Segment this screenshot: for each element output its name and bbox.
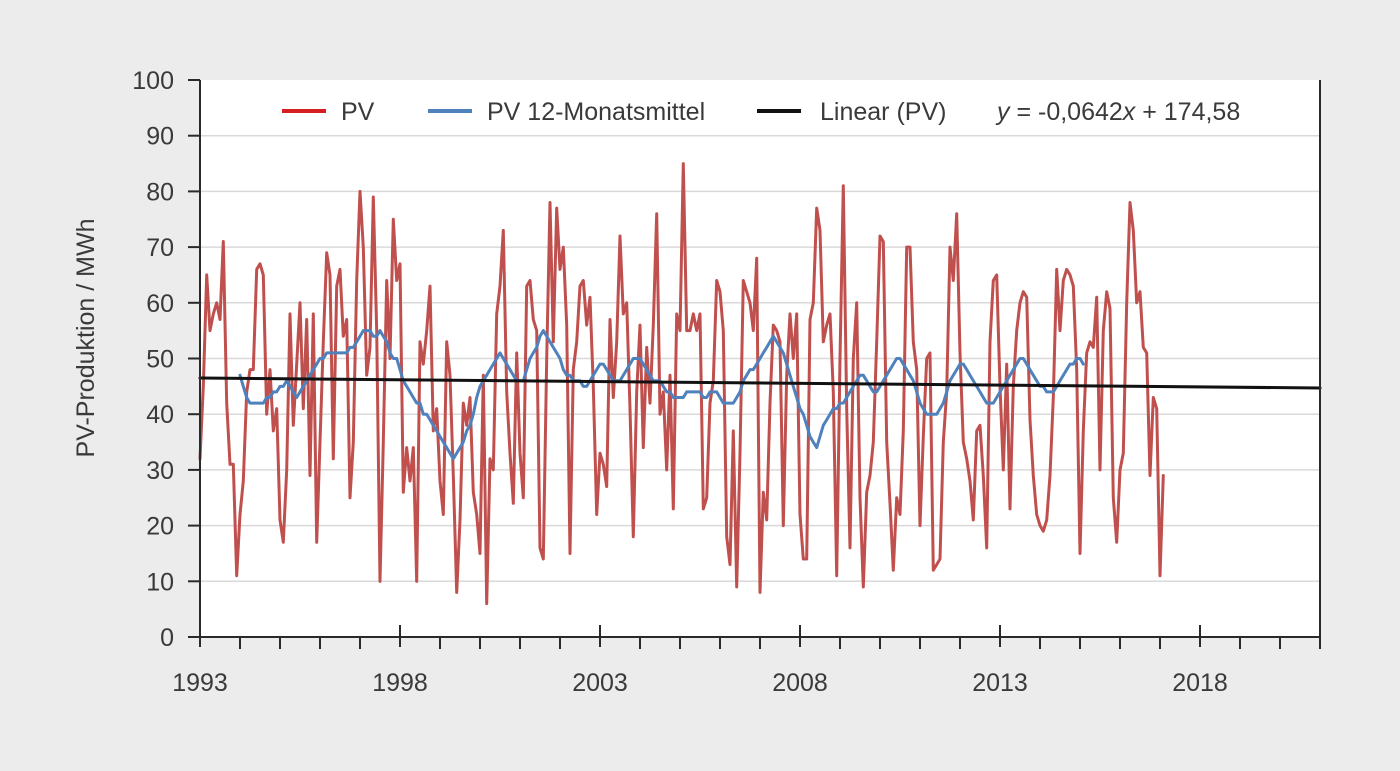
x-tick-label-1998: 1998 [372, 669, 428, 697]
y-tick-label-30: 30 [146, 457, 174, 485]
legend: PV PV 12-Monatsmittel Linear (PV) y = -0… [282, 98, 1240, 126]
x-axis-tick-labels: 1993 1998 2003 2008 2013 2018 [172, 669, 1228, 697]
linear-trend-line [198, 376, 1322, 390]
legend-label-avg: PV 12-Monatsmittel [487, 98, 705, 126]
trend-equation-y: y [995, 98, 1011, 126]
x-tick-label-2018: 2018 [1172, 669, 1228, 697]
y-tick-label-20: 20 [146, 513, 174, 541]
y-tick-label-10: 10 [146, 568, 174, 596]
y-tick-label-70: 70 [146, 234, 174, 262]
y-tick-label-100: 100 [132, 67, 174, 95]
series-linear-trend [198, 376, 1322, 390]
y-axis-tick-labels: 0 10 20 30 40 50 60 70 80 90 100 [132, 67, 174, 652]
trend-equation-intercept: + 174,58 [1135, 98, 1240, 126]
y-tick-label-40: 40 [146, 401, 174, 429]
axes [188, 79, 1321, 649]
x-tick-label-2003: 2003 [572, 669, 628, 697]
x-tick-label-2008: 2008 [772, 669, 828, 697]
series-pv [198, 162, 1165, 606]
y-tick-label-60: 60 [146, 290, 174, 318]
trend-equation-x: x [1122, 98, 1137, 126]
y-tick-label-80: 80 [146, 178, 174, 206]
y-tick-label-50: 50 [146, 346, 174, 374]
x-tick-label-2013: 2013 [972, 669, 1028, 697]
pv-series-line [198, 162, 1165, 606]
x-tick-label-1993: 1993 [172, 669, 228, 697]
legend-label-pv: PV [341, 98, 375, 126]
legend-label-trend: Linear (PV) [820, 98, 946, 126]
trend-equation-slope: = -0,0642 [1010, 98, 1123, 126]
y-tick-label-0: 0 [160, 624, 174, 652]
y-tick-label-90: 90 [146, 123, 174, 151]
trend-equation: y = -0,0642x + 174,58 [995, 98, 1240, 126]
y-axis-title: PV-Produktion / MWh [72, 219, 100, 458]
